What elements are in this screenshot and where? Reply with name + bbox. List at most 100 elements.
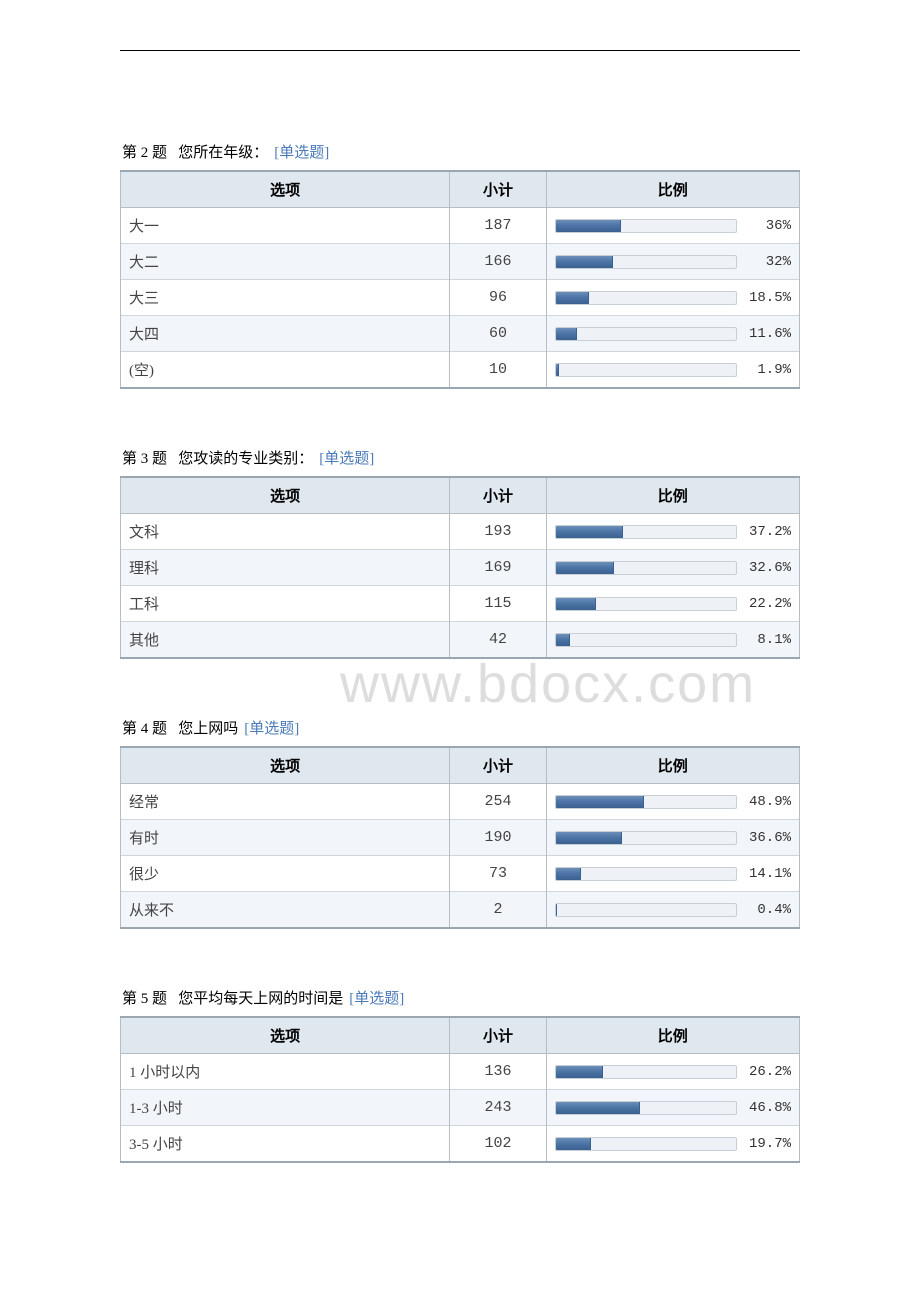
header-option: 选项 bbox=[121, 1017, 450, 1054]
table-row: 很少73 14.1% bbox=[121, 856, 800, 892]
bar-wrap: 8.1% bbox=[555, 632, 791, 648]
option-cell: 其他 bbox=[121, 622, 450, 659]
questions-container: 第 2 题 您所在年级：[单选题]选项小计比例大一18736%大二16632%大… bbox=[120, 141, 800, 1163]
count-cell: 169 bbox=[450, 550, 546, 586]
count-cell: 73 bbox=[450, 856, 546, 892]
bar-wrap: 36% bbox=[555, 218, 791, 234]
header-ratio: 比例 bbox=[546, 1017, 799, 1054]
option-cell: 文科 bbox=[121, 514, 450, 550]
table-row: 大四6011.6% bbox=[121, 316, 800, 352]
bar-track bbox=[555, 363, 737, 377]
count-cell: 243 bbox=[450, 1090, 546, 1126]
option-cell: 1-3 小时 bbox=[121, 1090, 450, 1126]
option-cell: 工科 bbox=[121, 586, 450, 622]
option-cell: (空) bbox=[121, 352, 450, 389]
bar-wrap: 37.2% bbox=[555, 524, 791, 540]
count-cell: 187 bbox=[450, 208, 546, 244]
bar-fill bbox=[556, 598, 596, 610]
bar-track bbox=[555, 1137, 737, 1151]
table-row: 3-5 小时10219.7% bbox=[121, 1126, 800, 1163]
bar-wrap: 32% bbox=[555, 254, 791, 270]
count-cell: 102 bbox=[450, 1126, 546, 1163]
question-block: 第 2 题 您所在年级：[单选题]选项小计比例大一18736%大二16632%大… bbox=[120, 141, 800, 389]
header-option: 选项 bbox=[121, 171, 450, 208]
bar-fill bbox=[556, 796, 644, 808]
bar-wrap: 11.6% bbox=[555, 326, 791, 342]
bar-wrap: 14.1% bbox=[555, 866, 791, 882]
question-type-tag: [单选题] bbox=[244, 721, 299, 737]
percent-label: 14.1% bbox=[743, 866, 791, 882]
table-row: (空)101.9% bbox=[121, 352, 800, 389]
bar-fill bbox=[556, 364, 559, 376]
header-option: 选项 bbox=[121, 747, 450, 784]
table-row: 文科193 37.2% bbox=[121, 514, 800, 550]
percent-label: 26.2% bbox=[743, 1064, 791, 1080]
bar-wrap: 19.7% bbox=[555, 1136, 791, 1152]
ratio-cell: 8.1% bbox=[546, 622, 799, 659]
bar-track bbox=[555, 1065, 737, 1079]
header-ratio: 比例 bbox=[546, 747, 799, 784]
header-option: 选项 bbox=[121, 477, 450, 514]
ratio-cell: 37.2% bbox=[546, 514, 799, 550]
count-cell: 193 bbox=[450, 514, 546, 550]
question-type-tag: [单选题] bbox=[274, 145, 329, 161]
ratio-cell: 19.7% bbox=[546, 1126, 799, 1163]
table-row: 大三9618.5% bbox=[121, 280, 800, 316]
percent-label: 22.2% bbox=[743, 596, 791, 612]
question-number: 第 5 题 bbox=[122, 991, 167, 1007]
percent-label: 46.8% bbox=[743, 1100, 791, 1116]
question-title: 第 2 题 您所在年级：[单选题] bbox=[120, 141, 800, 170]
bar-wrap: 22.2% bbox=[555, 596, 791, 612]
question-text: 您攻读的专业类别： bbox=[178, 451, 313, 467]
count-cell: 166 bbox=[450, 244, 546, 280]
count-cell: 115 bbox=[450, 586, 546, 622]
header-count: 小计 bbox=[450, 477, 546, 514]
bar-track bbox=[555, 525, 737, 539]
table-row: 1 小时以内13626.2% bbox=[121, 1054, 800, 1090]
option-cell: 大二 bbox=[121, 244, 450, 280]
ratio-cell: 48.9% bbox=[546, 784, 799, 820]
question-number: 第 3 题 bbox=[122, 451, 167, 467]
bar-track bbox=[555, 255, 737, 269]
option-cell: 大三 bbox=[121, 280, 450, 316]
bar-track bbox=[555, 291, 737, 305]
bar-wrap: 32.6% bbox=[555, 560, 791, 576]
count-cell: 10 bbox=[450, 352, 546, 389]
header-count: 小计 bbox=[450, 171, 546, 208]
question-type-tag: [单选题] bbox=[319, 451, 374, 467]
option-cell: 大一 bbox=[121, 208, 450, 244]
count-cell: 42 bbox=[450, 622, 546, 659]
ratio-cell: 18.5% bbox=[546, 280, 799, 316]
table-row: 经常25448.9% bbox=[121, 784, 800, 820]
bar-track bbox=[555, 867, 737, 881]
ratio-cell: 14.1% bbox=[546, 856, 799, 892]
bar-track bbox=[555, 633, 737, 647]
count-cell: 60 bbox=[450, 316, 546, 352]
bar-fill bbox=[556, 1102, 640, 1114]
question-type-tag: [单选题] bbox=[349, 991, 404, 1007]
ratio-cell: 0.4% bbox=[546, 892, 799, 929]
percent-label: 8.1% bbox=[743, 632, 791, 648]
bar-fill bbox=[556, 256, 614, 268]
ratio-cell: 36.6% bbox=[546, 820, 799, 856]
table-row: 工科115 22.2% bbox=[121, 586, 800, 622]
bar-fill bbox=[556, 1066, 603, 1078]
question-block: 第 3 题 您攻读的专业类别：[单选题]选项小计比例文科19337.2%理科16… bbox=[120, 447, 800, 659]
table-row: 有时19036.6% bbox=[121, 820, 800, 856]
percent-label: 11.6% bbox=[743, 326, 791, 342]
count-cell: 2 bbox=[450, 892, 546, 929]
count-cell: 96 bbox=[450, 280, 546, 316]
bar-fill bbox=[556, 868, 581, 880]
option-cell: 很少 bbox=[121, 856, 450, 892]
percent-label: 0.4% bbox=[743, 902, 791, 918]
bar-fill bbox=[556, 562, 615, 574]
table-row: 理科16932.6% bbox=[121, 550, 800, 586]
question-text: 您所在年级： bbox=[178, 145, 268, 161]
question-title: 第 5 题 您平均每天上网的时间是[单选题] bbox=[120, 987, 800, 1016]
percent-label: 37.2% bbox=[743, 524, 791, 540]
option-cell: 有时 bbox=[121, 820, 450, 856]
bar-wrap: 48.9% bbox=[555, 794, 791, 810]
table-row: 1-3 小时243 46.8% bbox=[121, 1090, 800, 1126]
question-number: 第 4 题 bbox=[122, 721, 167, 737]
bar-wrap: 26.2% bbox=[555, 1064, 791, 1080]
